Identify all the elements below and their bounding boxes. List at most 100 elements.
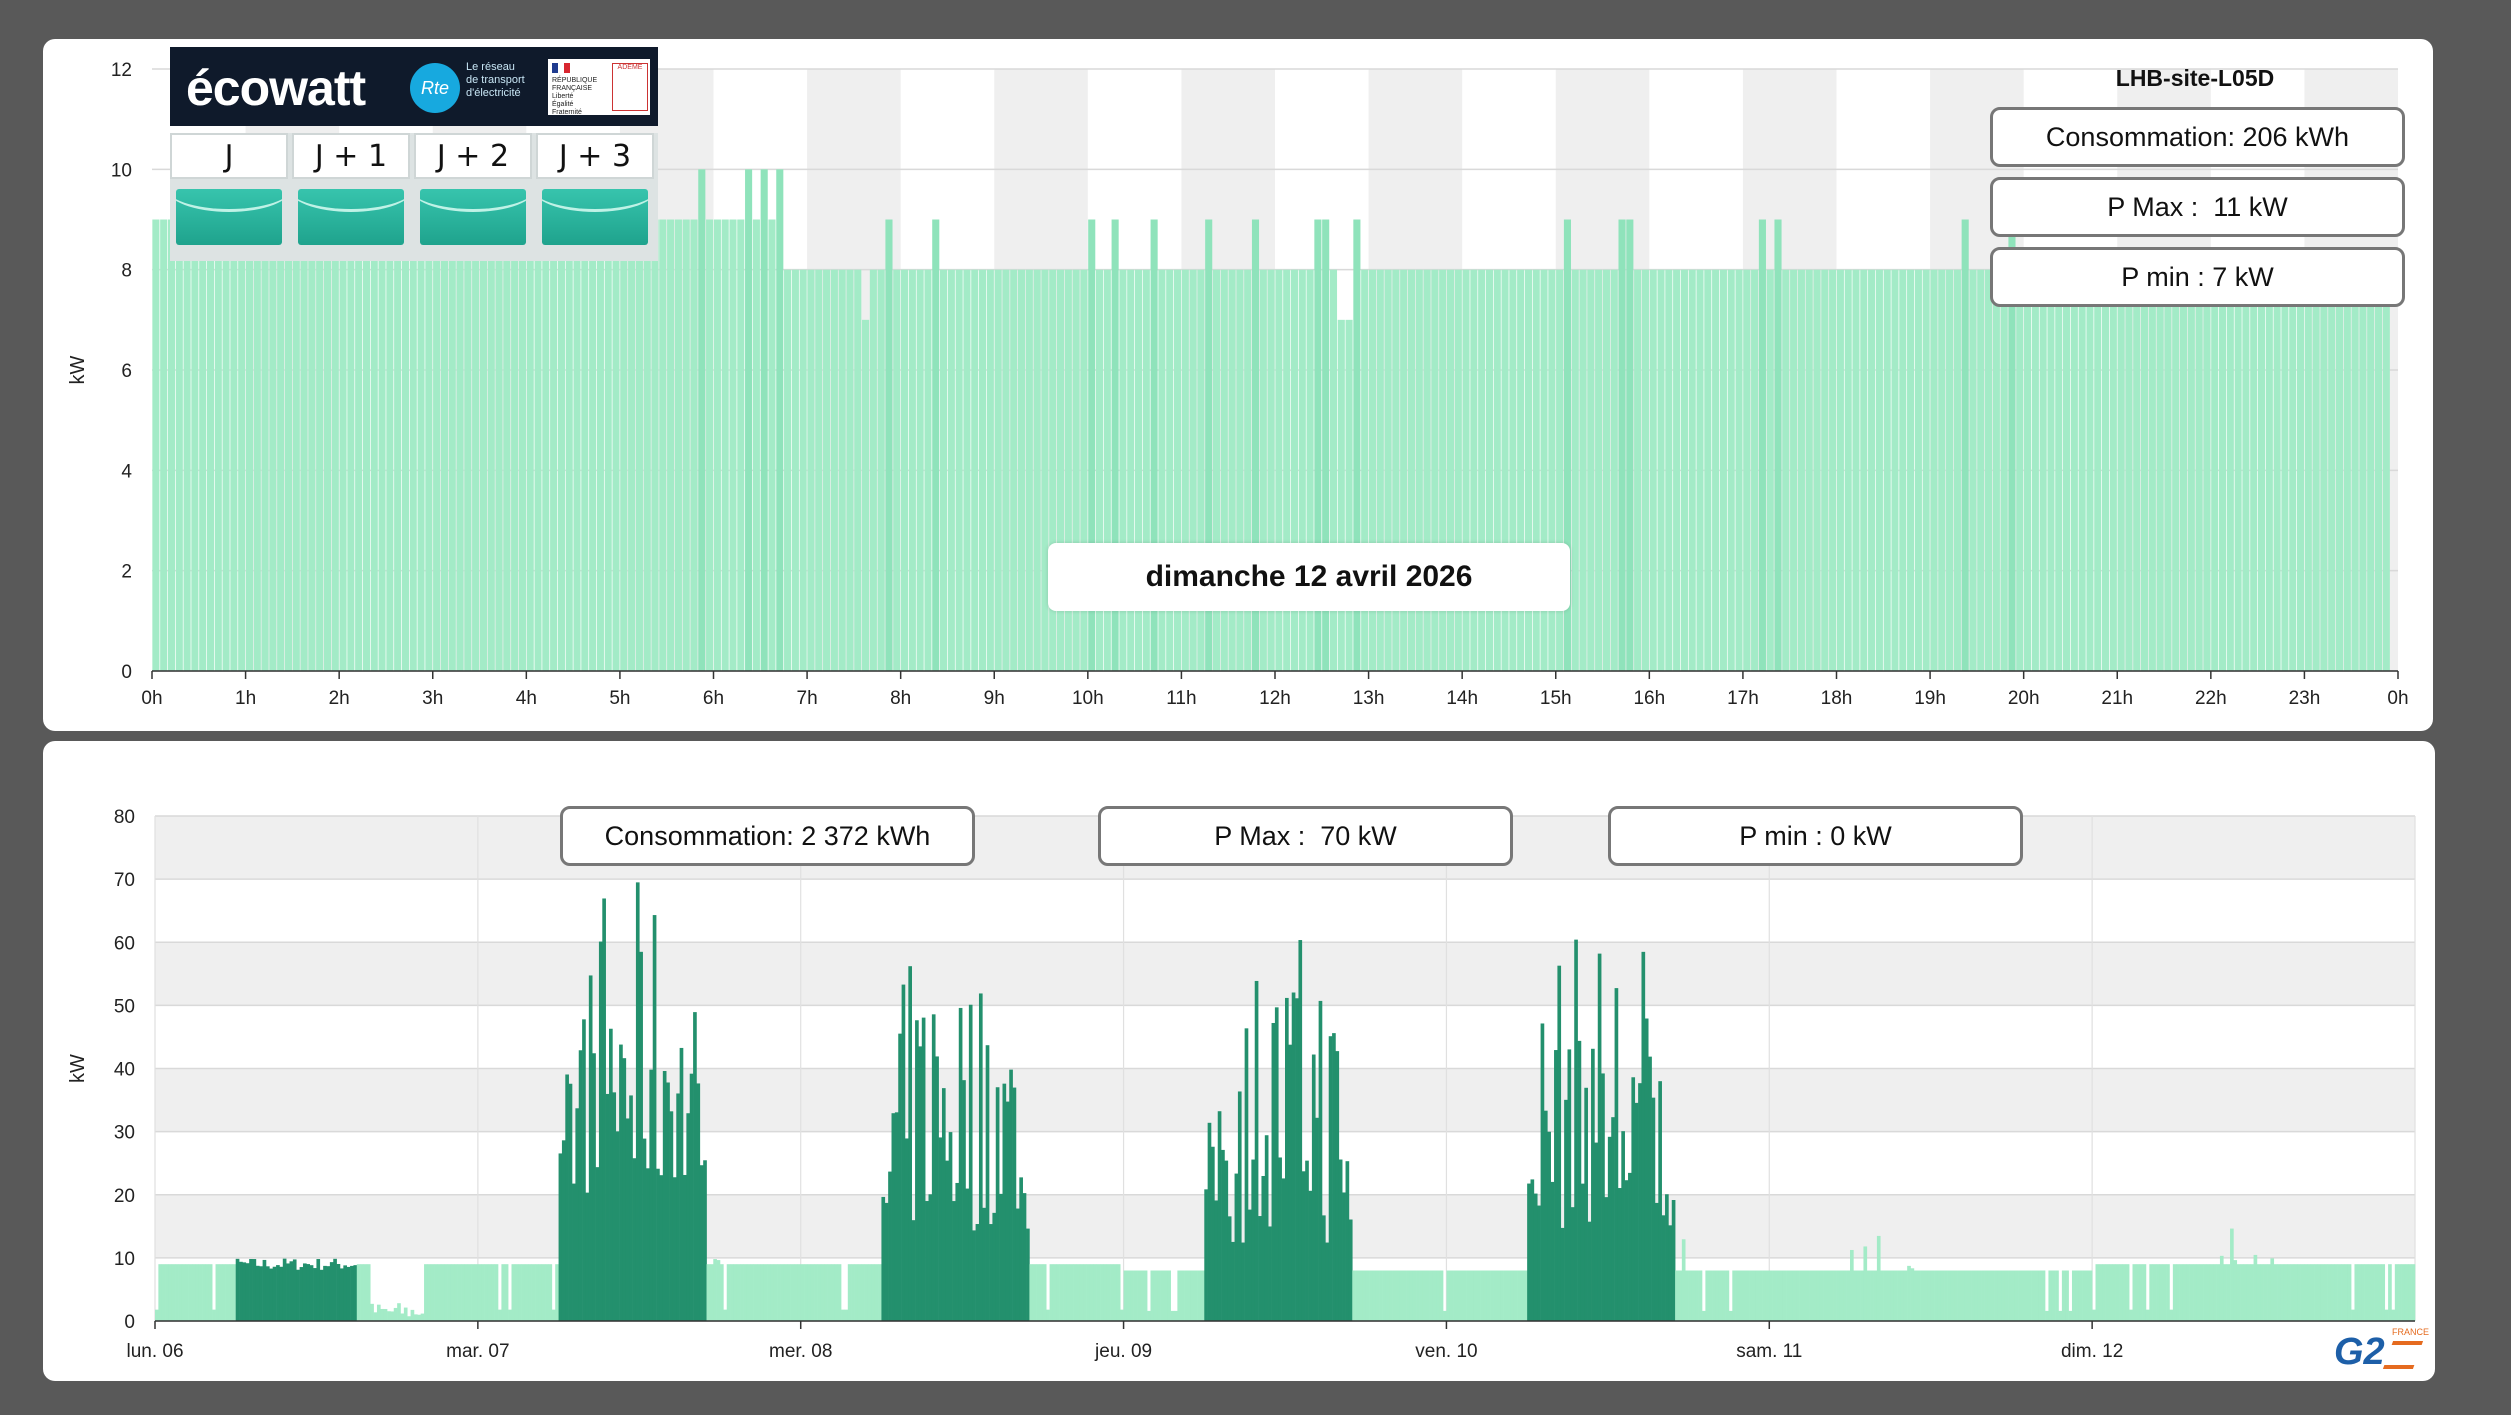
interval-bar (2335, 269, 2344, 671)
interval-bar (1134, 269, 1143, 671)
interval-bar (2250, 269, 2258, 671)
sample-bar (726, 1264, 731, 1321)
interval-bar (979, 269, 987, 671)
sample-bar (1049, 1264, 1054, 1321)
interval-bar (2367, 269, 2375, 671)
interval-bar (1579, 269, 1587, 671)
sample-bar (1648, 1056, 1652, 1321)
sample-bar (1432, 1270, 1437, 1321)
sample-bar (2361, 1264, 2365, 1321)
sample-bar (2357, 1264, 2362, 1321)
sample-bar (1416, 1270, 1420, 1321)
interval-bar (1056, 269, 1065, 671)
sample-bar (1059, 1264, 1064, 1321)
sample-bar (2102, 1264, 2106, 1321)
sample-bar (1903, 1270, 1908, 1321)
interval-bar (1298, 269, 1306, 671)
sample-bar (827, 1264, 832, 1321)
sample-bar (1422, 1270, 1427, 1321)
interval-bar (1454, 269, 1462, 671)
interval-bar (1392, 269, 1400, 671)
sample-bar (1389, 1270, 1393, 1321)
sample-bar (2236, 1264, 2241, 1321)
sample-bar (598, 941, 603, 1321)
sample-bar (1550, 1181, 1555, 1321)
ecowatt-widget: écowatt Rte Le réseau de transport d'éle… (170, 47, 658, 261)
sample-bar (2297, 1264, 2301, 1321)
interval-bar (2109, 269, 2117, 671)
sample-bar (390, 1311, 395, 1321)
interval-bar (2179, 269, 2188, 671)
sample-bar (582, 1019, 586, 1321)
sample-bar (814, 1264, 818, 1321)
interval-bar (1470, 269, 1478, 671)
interval-bar (916, 269, 924, 671)
interval-bar (2133, 269, 2141, 671)
interval-bar (1337, 319, 1345, 671)
sample-bar (1285, 997, 1289, 1321)
sample-bar (1500, 1270, 1504, 1321)
sample-bar (1069, 1264, 1074, 1321)
sample-bar (1718, 1270, 1723, 1321)
interval-bar (1283, 269, 1291, 671)
x-tick-label: dim. 12 (2061, 1341, 2123, 1362)
interval-bar (1173, 269, 1182, 671)
x-tick-label: 19h (1914, 688, 1946, 709)
interval-bar (1696, 269, 1704, 671)
interval-bar (1540, 269, 1548, 671)
interval-bar (1532, 269, 1540, 671)
sample-bar (346, 1266, 351, 1321)
sample-bar (723, 1309, 728, 1321)
sample-bar (1745, 1270, 1750, 1321)
x-tick-label: sam. 11 (1736, 1341, 1802, 1362)
sample-bar (1174, 1310, 1178, 1321)
interval-bar (1907, 269, 1915, 671)
sample-bar (760, 1264, 765, 1321)
sample-bar (773, 1264, 778, 1321)
sample-bar (181, 1264, 186, 1321)
sample-bar (2092, 1309, 2096, 1321)
interval-bar (1010, 269, 1018, 671)
interval-bar (214, 219, 222, 671)
sample-bar (165, 1264, 169, 1321)
sample-bar (783, 1264, 788, 1321)
sample-bar (1248, 1209, 1252, 1321)
sample-bar (2381, 1264, 2386, 1321)
sample-bar (1372, 1270, 1377, 1321)
sample-bar (175, 1264, 179, 1321)
sample-bar (2045, 1310, 2049, 1321)
sample-bar (1843, 1270, 1847, 1321)
sample-bar (1305, 1160, 1309, 1321)
sample-bar (1705, 1270, 1710, 1321)
g2-logo-swoosh-icon (2382, 1341, 2424, 1369)
interval-bar (2039, 269, 2047, 671)
sample-bar (2156, 1264, 2160, 1321)
sample-bar (1362, 1270, 1367, 1321)
sample-bar (306, 1264, 311, 1321)
interval-bar (1275, 269, 1283, 671)
sample-bar (1537, 1205, 1541, 1321)
sample-bar (1728, 1310, 1733, 1321)
interval-bar (1041, 269, 1049, 671)
sample-bar (1110, 1264, 1114, 1321)
interval-bar (807, 269, 815, 671)
interval-bar (167, 219, 176, 671)
sample-bar (1964, 1270, 1969, 1321)
interval-bar (1649, 269, 1657, 671)
interval-bar (2094, 269, 2102, 671)
interval-bar (1142, 269, 1150, 671)
interval-bar (2148, 269, 2156, 671)
sample-bar (1850, 1249, 1854, 1321)
sample-bar (2256, 1264, 2261, 1321)
interval-bar (1618, 219, 1626, 671)
sample-bar (1574, 939, 1578, 1321)
sample-bar (999, 1193, 1003, 1321)
y-tick-label: 80 (114, 807, 135, 828)
sample-bar (837, 1264, 842, 1321)
sample-bar (1799, 1270, 1804, 1321)
interval-bar (1220, 269, 1228, 671)
sample-bar (921, 1017, 926, 1321)
interval-bar (1673, 269, 1681, 671)
sample-bar (565, 1074, 569, 1321)
sample-bar (830, 1264, 835, 1321)
